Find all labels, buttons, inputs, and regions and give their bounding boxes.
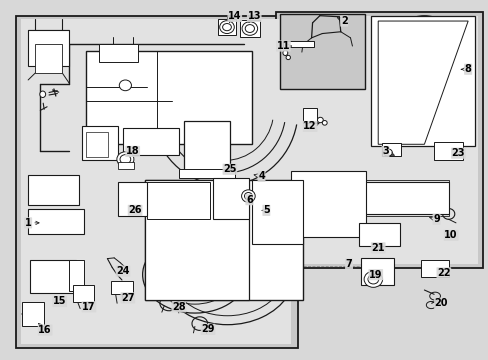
Text: 6: 6 — [245, 195, 252, 204]
Text: 23: 23 — [451, 148, 464, 158]
Ellipse shape — [117, 152, 134, 167]
Text: 19: 19 — [368, 270, 382, 280]
Bar — [179, 169, 234, 178]
Ellipse shape — [119, 80, 131, 91]
Ellipse shape — [283, 50, 287, 55]
Text: 15: 15 — [53, 296, 66, 306]
Ellipse shape — [383, 149, 391, 156]
Bar — [147, 182, 210, 219]
Bar — [381, 143, 400, 156]
Bar — [351, 180, 448, 216]
Text: 2: 2 — [337, 16, 347, 26]
Bar — [111, 281, 132, 294]
Bar — [276, 12, 482, 267]
Bar — [35, 44, 62, 73]
Text: 17: 17 — [82, 302, 96, 312]
Bar — [282, 16, 361, 86]
Text: 25: 25 — [223, 164, 236, 174]
Ellipse shape — [322, 121, 326, 125]
Bar — [69, 260, 84, 292]
Text: 4: 4 — [254, 171, 264, 181]
Ellipse shape — [40, 91, 45, 98]
Text: 28: 28 — [172, 302, 185, 312]
Ellipse shape — [241, 190, 255, 202]
Polygon shape — [377, 21, 467, 144]
Bar — [81, 126, 118, 160]
Text: 18: 18 — [125, 147, 139, 157]
Text: 3: 3 — [381, 147, 393, 157]
Bar — [21, 19, 290, 344]
Bar — [86, 51, 251, 144]
Text: 13: 13 — [247, 12, 261, 22]
Bar — [122, 128, 179, 155]
Bar — [212, 178, 249, 219]
Text: 7: 7 — [345, 259, 352, 269]
Bar — [30, 260, 76, 293]
Bar — [420, 260, 448, 277]
Bar — [99, 44, 137, 62]
Text: 10: 10 — [444, 230, 457, 240]
Text: 14: 14 — [227, 12, 241, 22]
Ellipse shape — [317, 117, 323, 123]
Bar — [279, 14, 364, 89]
Text: 1: 1 — [25, 218, 39, 228]
Bar — [73, 285, 94, 302]
Text: 27: 27 — [121, 293, 134, 303]
Text: 20: 20 — [434, 298, 447, 308]
Text: 9: 9 — [429, 214, 439, 224]
Bar — [144, 180, 302, 300]
Bar — [144, 180, 249, 300]
Bar — [251, 180, 302, 244]
Bar — [290, 171, 366, 237]
Ellipse shape — [219, 21, 234, 33]
Text: 5: 5 — [262, 205, 269, 215]
Text: 12: 12 — [303, 121, 318, 131]
Text: 24: 24 — [116, 266, 129, 276]
Bar — [351, 182, 448, 214]
Bar — [296, 176, 360, 233]
Bar — [28, 208, 84, 234]
Bar — [433, 143, 462, 160]
Text: 11: 11 — [276, 41, 291, 51]
Ellipse shape — [244, 193, 252, 200]
Text: 8: 8 — [460, 64, 470, 74]
Bar — [30, 210, 81, 232]
Bar — [361, 257, 393, 285]
Text: 22: 22 — [436, 268, 449, 278]
Bar — [28, 30, 69, 66]
Ellipse shape — [285, 55, 290, 60]
Text: 26: 26 — [128, 205, 142, 215]
Text: 16: 16 — [39, 324, 52, 335]
Bar — [278, 16, 477, 264]
Text: 21: 21 — [371, 243, 384, 253]
Bar — [22, 302, 43, 327]
Ellipse shape — [222, 23, 231, 31]
Text: 29: 29 — [201, 324, 214, 334]
Bar — [302, 108, 317, 123]
Ellipse shape — [244, 24, 254, 32]
Bar — [283, 41, 313, 47]
Bar — [239, 20, 260, 37]
Bar — [118, 162, 133, 169]
Ellipse shape — [120, 155, 130, 164]
Ellipse shape — [367, 275, 378, 284]
Bar — [28, 175, 79, 205]
Bar — [16, 16, 297, 348]
Bar — [86, 132, 108, 157]
Ellipse shape — [242, 22, 257, 35]
Bar — [358, 223, 399, 246]
Polygon shape — [370, 16, 474, 146]
Bar — [217, 19, 236, 35]
Bar — [183, 121, 229, 173]
Ellipse shape — [364, 271, 382, 287]
Bar — [118, 182, 147, 216]
